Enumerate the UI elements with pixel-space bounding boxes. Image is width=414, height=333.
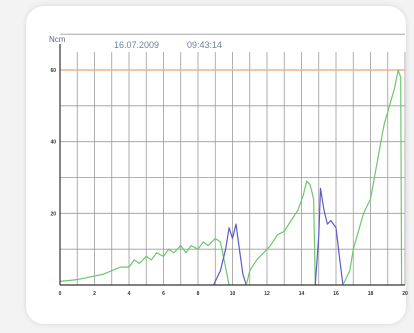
series-line-4 [314,187,344,286]
x-tick-label: 10 [230,291,236,297]
y-tick-label: 60 [50,68,56,74]
chart-panel [26,6,406,324]
date-stamp: 16.07.2009 [114,40,159,50]
y-axis-unit-label: Ncm [49,35,66,44]
x-tick-label: 2 [93,291,96,297]
x-tick-label: 16 [333,291,339,297]
x-tick-label: 12 [264,291,270,297]
y-tick-label: 40 [50,140,56,146]
y-tick-label: 20 [50,211,56,217]
x-tick-label: 4 [128,291,131,297]
time-stamp: 09:43:14 [187,40,222,50]
x-tick-label: 8 [197,291,200,297]
grid [59,33,406,285]
x-tick-label: 20 [402,291,408,297]
series-group [59,69,403,286]
series-line-2 [212,223,247,286]
series-line-3 [245,180,316,286]
series-line-1 [59,237,230,286]
x-tick-label: 18 [368,291,374,297]
axes: 0 2 4 6 8 10 12 14 16 18 20 20 40 60 [50,44,408,297]
x-tick-label: 6 [162,291,165,297]
series-line-5 [342,69,403,286]
x-tick-label: 14 [299,291,305,297]
x-tick-label: 0 [59,291,62,297]
